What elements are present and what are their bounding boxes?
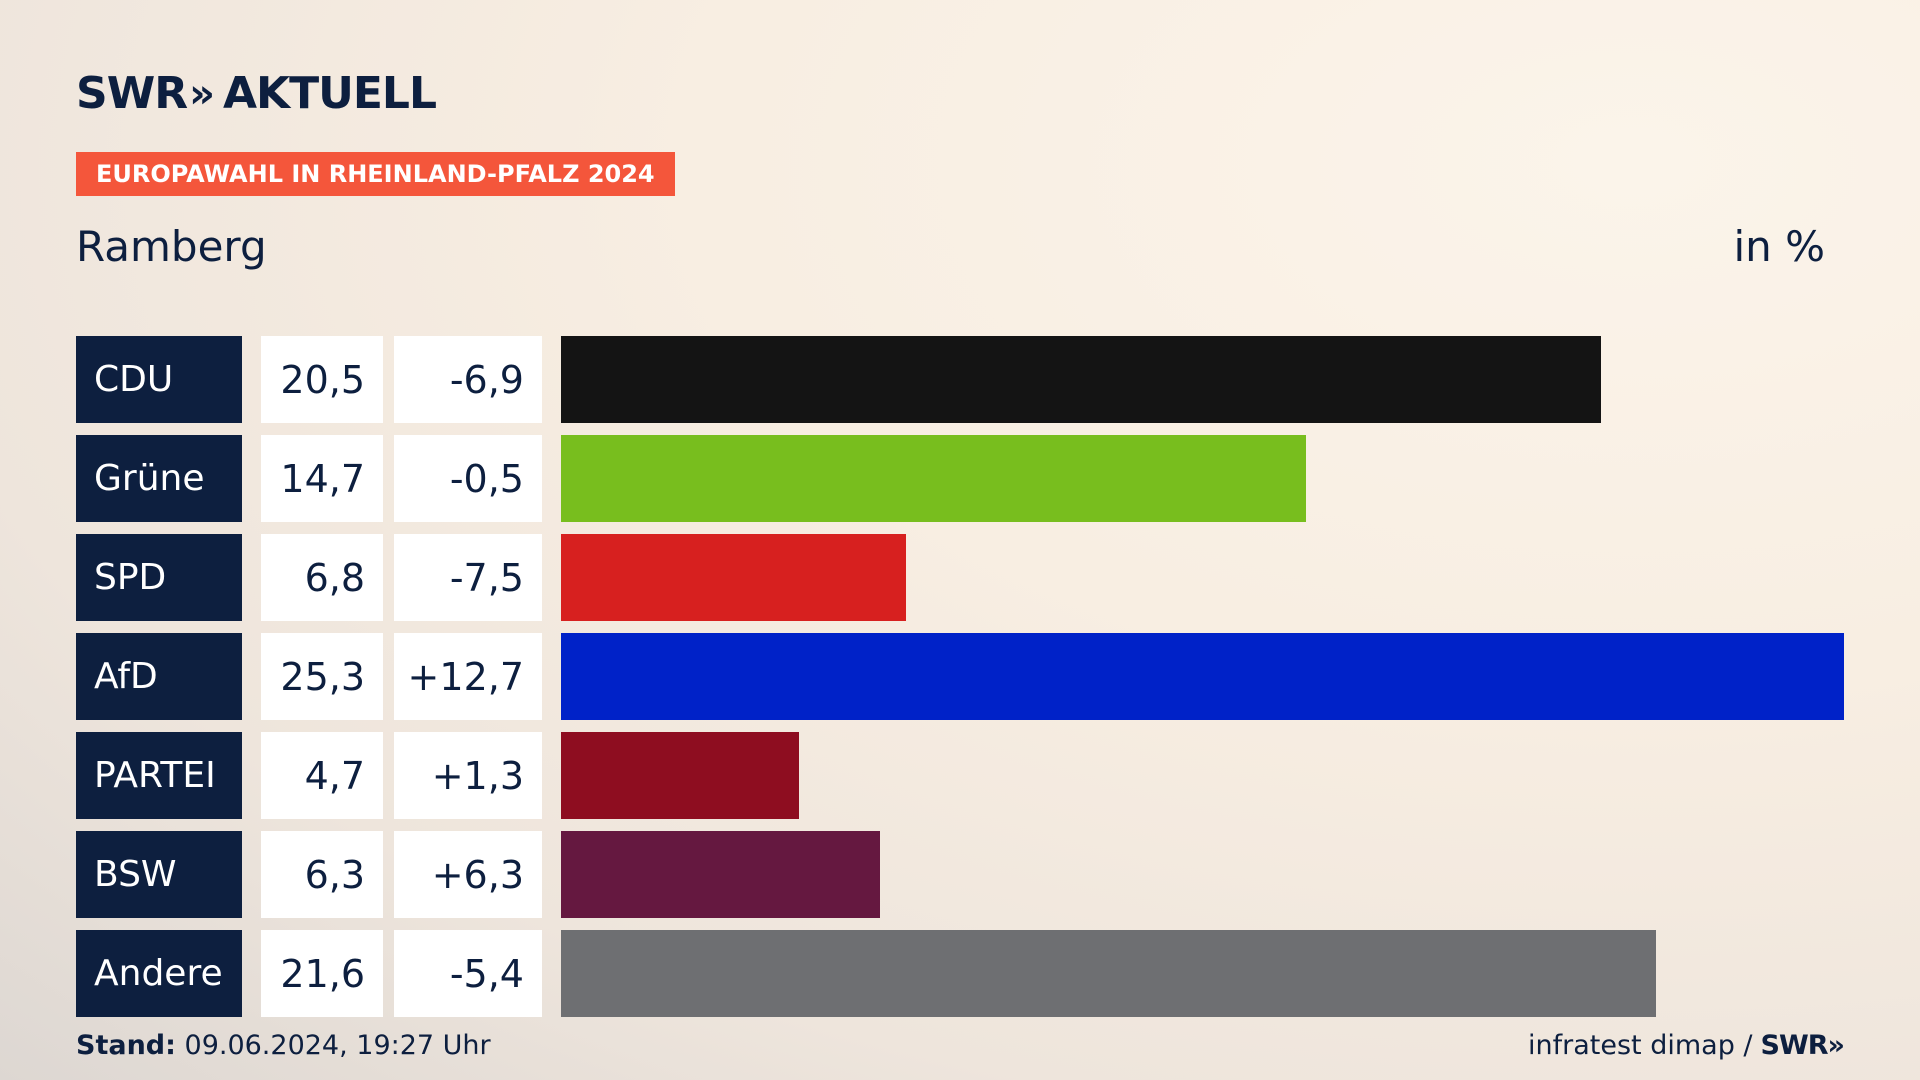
vote-share-value: 14,7 bbox=[261, 435, 383, 522]
place-title: Ramberg bbox=[76, 222, 267, 271]
source-text: infratest dimap / bbox=[1528, 1030, 1753, 1061]
swr-aktuell-logo: SWR » AKTUELL bbox=[76, 68, 437, 119]
change-value: -0,5 bbox=[394, 435, 542, 522]
bar-andere bbox=[561, 930, 1656, 1017]
result-row-cdu: CDU 20,5 -6,9 bbox=[76, 336, 1846, 423]
party-label: PARTEI bbox=[76, 732, 242, 819]
bar-cdu bbox=[561, 336, 1601, 423]
party-label: Andere bbox=[76, 930, 242, 1017]
change-value: +12,7 bbox=[394, 633, 542, 720]
bar-bsw bbox=[561, 831, 880, 918]
source-footer: infratest dimap / SWR» bbox=[1528, 1030, 1845, 1061]
change-value: +1,3 bbox=[394, 732, 542, 819]
bar-afd bbox=[561, 633, 1844, 720]
bar-partei bbox=[561, 732, 799, 819]
party-label: CDU bbox=[76, 336, 242, 423]
result-row-andere: Andere 21,6 -5,4 bbox=[76, 930, 1846, 1017]
change-value: -6,9 bbox=[394, 336, 542, 423]
bar-grüne bbox=[561, 435, 1306, 522]
vote-share-value: 21,6 bbox=[261, 930, 383, 1017]
vote-share-value: 4,7 bbox=[261, 732, 383, 819]
vote-share-value: 6,3 bbox=[261, 831, 383, 918]
change-value: +6,3 bbox=[394, 831, 542, 918]
result-row-bsw: BSW 6,3 +6,3 bbox=[76, 831, 1846, 918]
vote-share-value: 25,3 bbox=[261, 633, 383, 720]
source-swr-logo: SWR» bbox=[1760, 1030, 1845, 1061]
change-value: -7,5 bbox=[394, 534, 542, 621]
party-label: AfD bbox=[76, 633, 242, 720]
stand-footer: Stand: 09.06.2024, 19:27 Uhr bbox=[76, 1030, 491, 1061]
election-tag: EUROPAWAHL IN RHEINLAND-PFALZ 2024 bbox=[76, 152, 675, 196]
logo-chevron-icon: » bbox=[189, 70, 215, 117]
bar-spd bbox=[561, 534, 906, 621]
result-row-grüne: Grüne 14,7 -0,5 bbox=[76, 435, 1846, 522]
vote-share-value: 6,8 bbox=[261, 534, 383, 621]
party-label: BSW bbox=[76, 831, 242, 918]
stand-value: 09.06.2024, 19:27 Uhr bbox=[184, 1030, 491, 1061]
vote-share-value: 20,5 bbox=[261, 336, 383, 423]
party-label: SPD bbox=[76, 534, 242, 621]
stand-label: Stand: bbox=[76, 1030, 176, 1061]
change-value: -5,4 bbox=[394, 930, 542, 1017]
result-row-spd: SPD 6,8 -7,5 bbox=[76, 534, 1846, 621]
result-row-partei: PARTEI 4,7 +1,3 bbox=[76, 732, 1846, 819]
logo-swr: SWR bbox=[76, 68, 188, 119]
logo-aktuell: AKTUELL bbox=[222, 68, 437, 119]
party-label: Grüne bbox=[76, 435, 242, 522]
unit-label: in % bbox=[1733, 222, 1825, 271]
result-row-afd: AfD 25,3 +12,7 bbox=[76, 633, 1846, 720]
